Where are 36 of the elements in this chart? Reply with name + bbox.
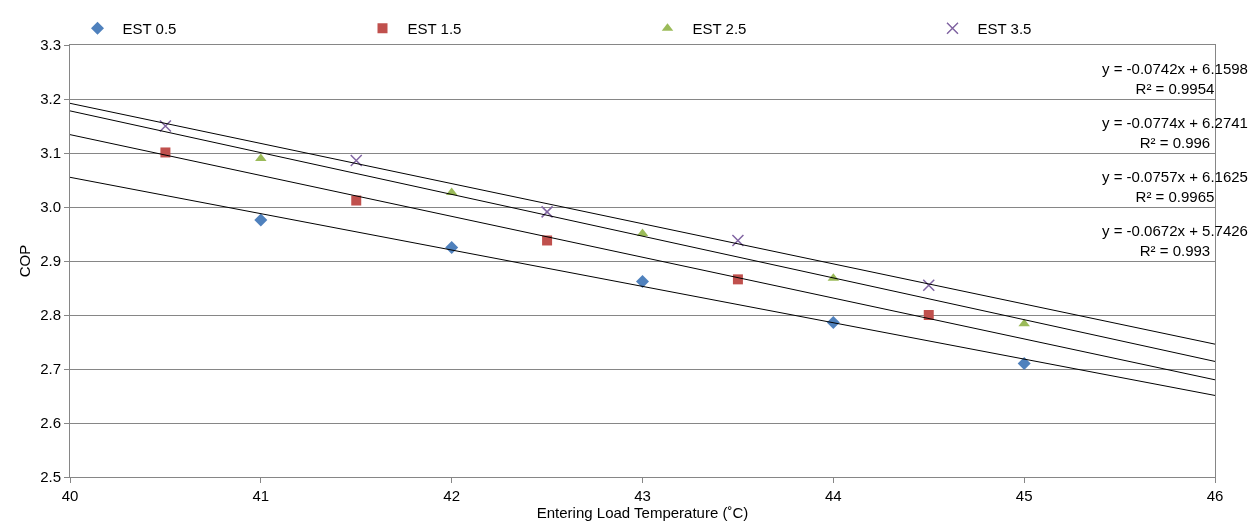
x-axis-title: Entering Load Temperature (˚C) <box>536 504 749 521</box>
y-tick-label: 3.2 <box>40 90 61 108</box>
annotation: y = -0.0757x + 6.1625 R² = 0.9965 <box>1102 168 1248 205</box>
y-tick-label: 3.0 <box>40 198 61 216</box>
point <box>1018 318 1030 327</box>
x-tick-label: 46 <box>1206 487 1224 504</box>
point <box>351 195 362 206</box>
x-tick-label: 40 <box>61 487 79 504</box>
y-tick-label: 2.9 <box>40 252 61 270</box>
point <box>254 213 268 227</box>
y-tick-label: 3.1 <box>40 144 61 162</box>
annotation: y = -0.0774x + 6.2741 R² = 0.996 <box>1102 114 1248 151</box>
y-tick-label: 3.3 <box>40 36 61 54</box>
x-tick-label: 42 <box>443 487 461 504</box>
point <box>636 275 649 289</box>
legend-label: EST 3.5 <box>977 20 1032 38</box>
y-tick-label: 2.7 <box>40 360 61 378</box>
legend-label: EST 1.5 <box>407 20 462 38</box>
point <box>540 205 554 219</box>
x-tick-label: 43 <box>634 487 651 504</box>
x-tick-label: 41 <box>252 487 270 504</box>
y-tick-label: 2.5 <box>40 468 61 486</box>
y-axis-title: COP <box>16 244 33 278</box>
legend-label: EST 2.5 <box>692 20 747 38</box>
annotation: y = -0.0672x + 5.7426 R² = 0.993 <box>1102 222 1248 259</box>
legend-label: EST 0.5 <box>122 20 177 38</box>
point <box>922 279 935 292</box>
point <box>350 154 363 167</box>
point <box>731 234 745 247</box>
annotation: y = -0.0742x + 6.1598 R² = 0.9954 <box>1102 60 1248 97</box>
point <box>159 119 172 133</box>
x-tick-label: 45 <box>1015 487 1033 504</box>
y-tick-label: 2.6 <box>40 414 61 432</box>
point <box>1017 357 1031 371</box>
y-tick-label: 2.8 <box>40 306 61 324</box>
x-tick-label: 44 <box>824 487 842 504</box>
